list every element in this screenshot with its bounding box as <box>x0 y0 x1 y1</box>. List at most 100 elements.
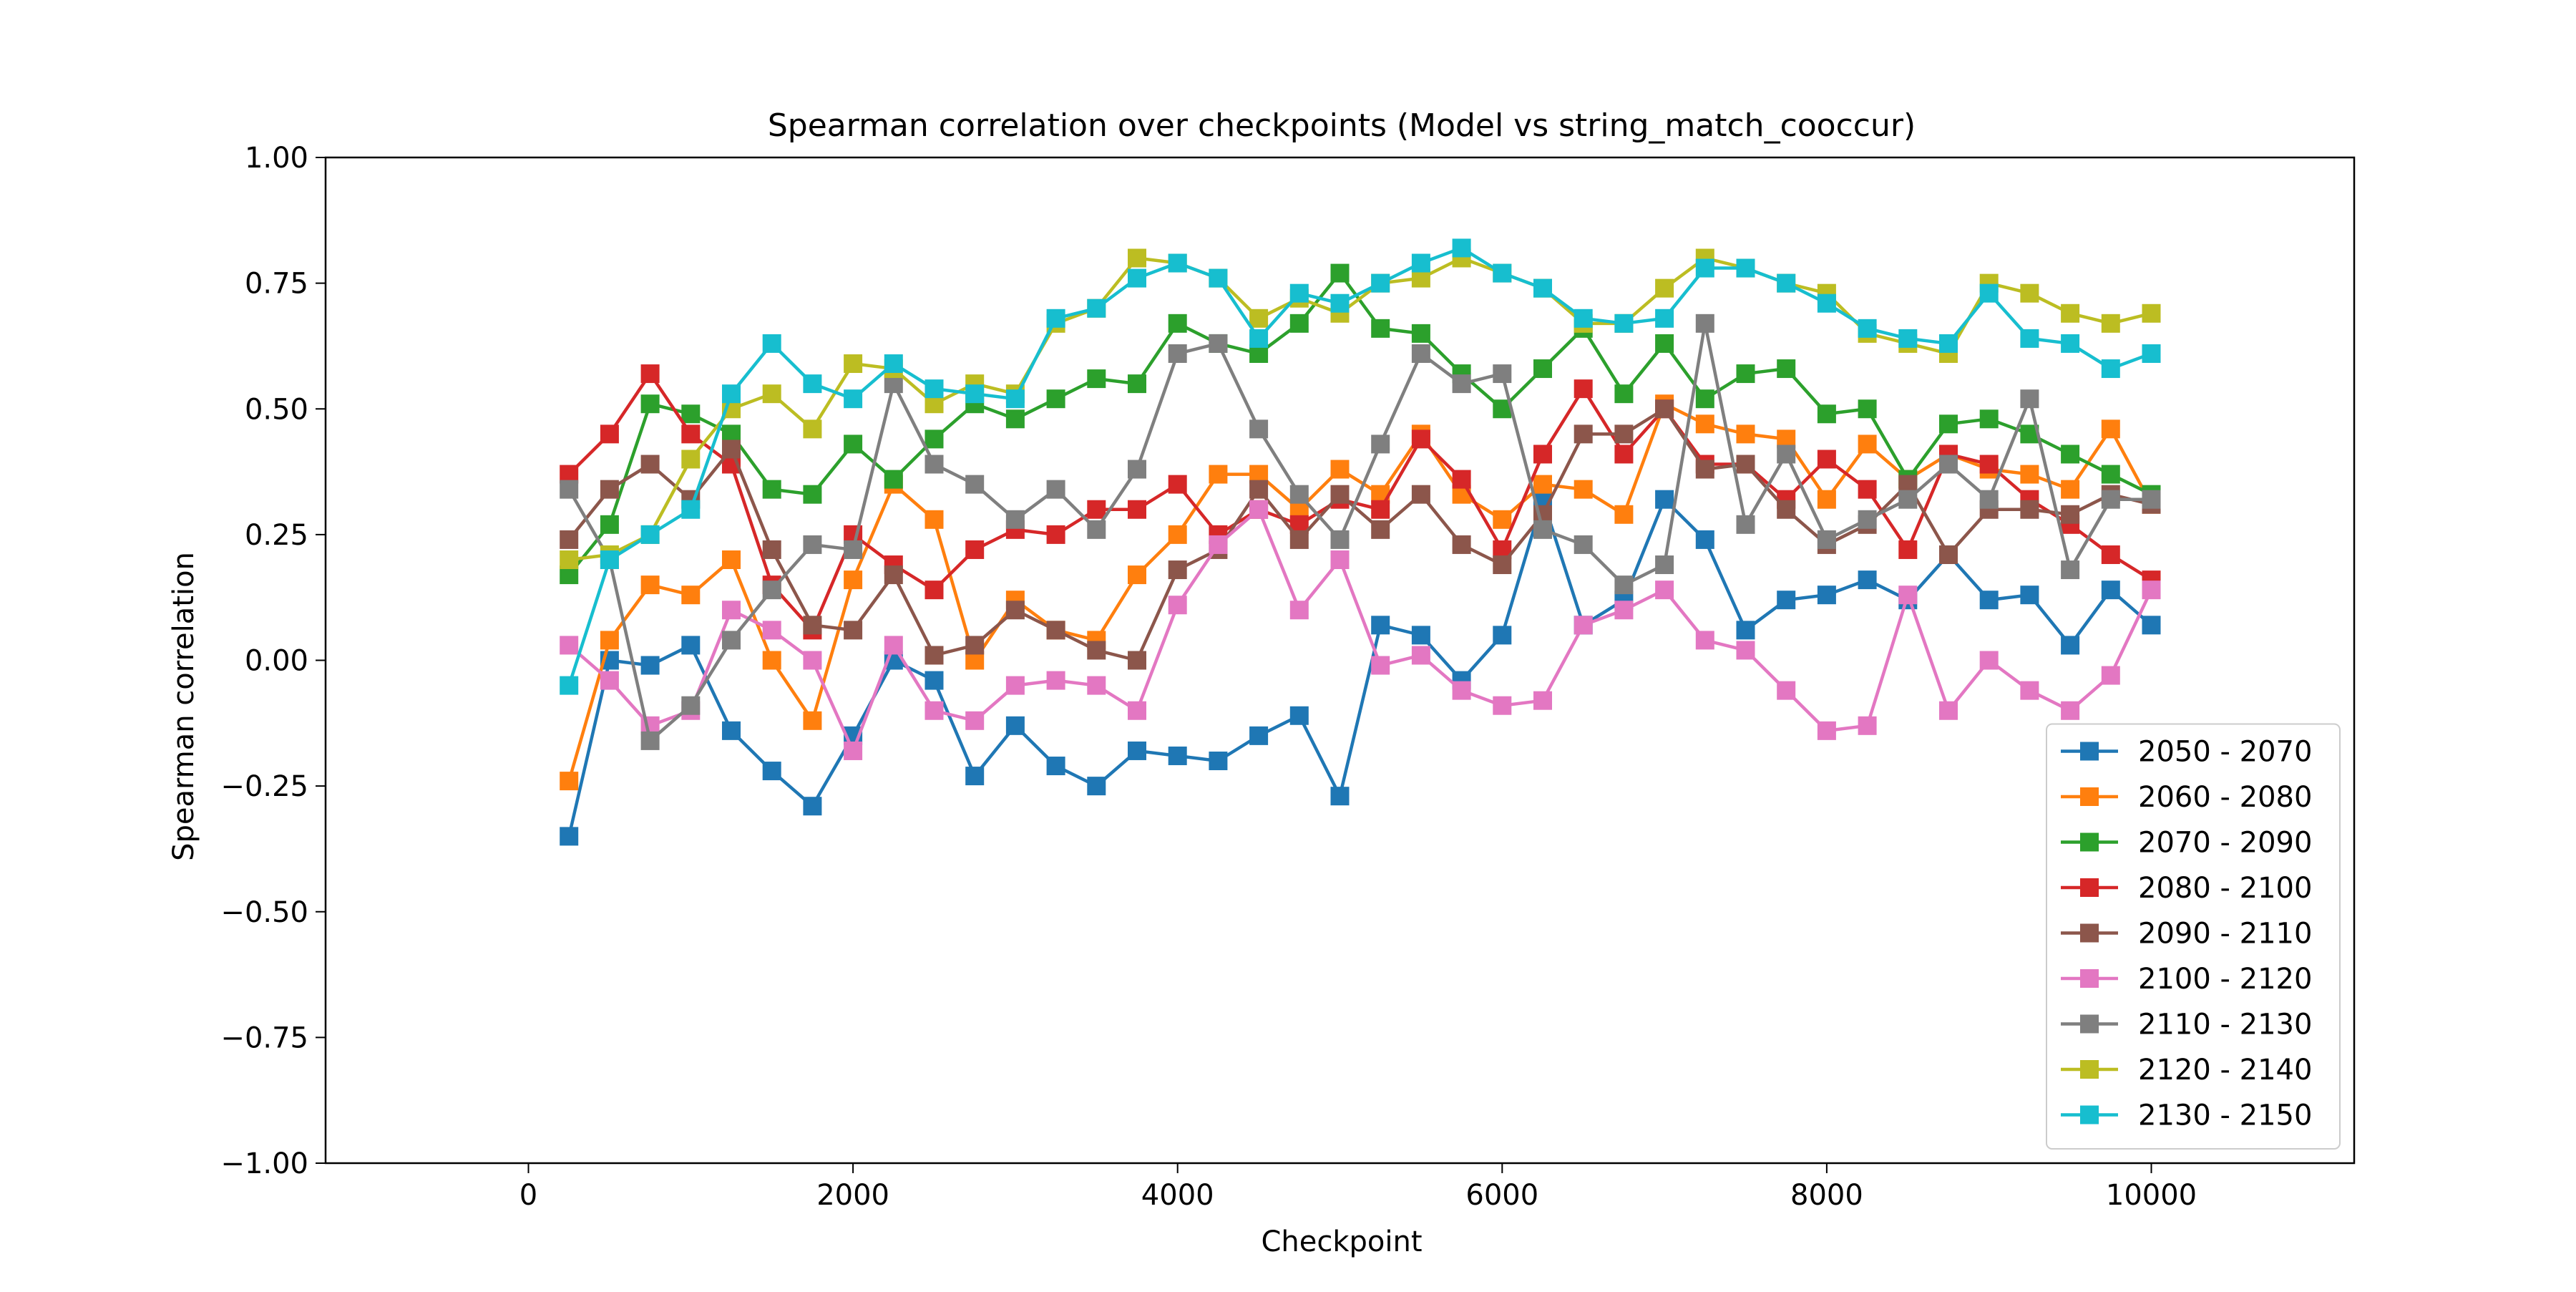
series-line <box>567 497 2152 837</box>
legend-item: 2110 - 2130 <box>2061 1009 2312 1041</box>
data-point <box>1087 777 1106 796</box>
data-point <box>1005 409 1025 429</box>
data-point <box>803 797 822 816</box>
data-point <box>1777 359 1796 379</box>
x-tick-label: 6000 <box>1465 1179 1538 1212</box>
data-point <box>1371 319 1390 338</box>
data-point <box>1087 369 1106 389</box>
data-point <box>560 550 579 569</box>
data-point <box>924 671 944 690</box>
data-point <box>1493 626 1512 645</box>
data-point <box>1777 500 1796 519</box>
data-point <box>762 334 781 353</box>
data-point <box>1777 591 1796 610</box>
series-line <box>567 402 2153 782</box>
data-point <box>681 586 701 605</box>
data-point <box>1614 384 1634 404</box>
data-point <box>2101 545 2120 564</box>
data-point <box>1898 586 1918 605</box>
data-point <box>1858 319 1877 338</box>
data-point <box>1695 530 1714 549</box>
data-point <box>1493 364 1512 384</box>
data-point <box>1087 500 1106 519</box>
series-2090-2110 <box>560 399 2161 670</box>
series-line <box>567 371 2152 632</box>
data-point <box>640 394 660 414</box>
data-point <box>1979 591 1999 610</box>
data-point <box>1168 746 1187 765</box>
data-point <box>1452 681 1471 700</box>
data-point <box>1979 455 1999 474</box>
data-point <box>1614 314 1634 333</box>
data-point <box>640 656 660 675</box>
data-point <box>2142 344 2161 363</box>
data-point <box>924 701 944 720</box>
data-point <box>884 636 903 655</box>
data-point <box>1695 460 1714 479</box>
data-point <box>1736 364 1755 384</box>
data-point <box>1005 389 1025 409</box>
data-point <box>1898 329 1918 348</box>
y-tick-label: 0.00 <box>245 645 308 678</box>
legend-item: 2070 - 2090 <box>2061 827 2312 860</box>
data-point <box>803 485 822 504</box>
data-point <box>1939 414 1958 434</box>
data-point <box>1128 268 1146 288</box>
data-point <box>1371 434 1390 454</box>
data-point <box>560 827 579 846</box>
data-point <box>560 480 579 499</box>
data-point <box>1574 424 1593 444</box>
data-point <box>1289 706 1309 725</box>
data-point <box>1411 646 1430 665</box>
data-point <box>2142 581 2161 600</box>
data-point <box>681 636 701 655</box>
data-point <box>1817 530 1836 549</box>
y-tick-label: 1.00 <box>245 142 308 175</box>
x-tick-label: 0 <box>519 1179 537 1212</box>
data-point <box>1533 475 1552 494</box>
data-point <box>1209 334 1228 353</box>
data-point <box>844 434 863 454</box>
data-point <box>1736 424 1755 444</box>
data-point <box>1574 309 1593 328</box>
data-point <box>600 515 619 534</box>
data-point <box>2020 586 2039 605</box>
data-point <box>1979 651 1999 670</box>
data-point <box>1939 545 1958 564</box>
data-point <box>1493 555 1512 575</box>
data-point <box>1817 293 1836 313</box>
data-point <box>600 424 619 444</box>
data-point <box>924 646 944 665</box>
data-point <box>681 450 701 469</box>
data-point <box>1249 419 1269 439</box>
data-point <box>1371 656 1390 675</box>
legend-label: 2110 - 2130 <box>2138 1009 2312 1041</box>
data-point <box>1777 445 1796 464</box>
data-point <box>2020 329 2039 348</box>
data-point <box>681 500 701 519</box>
data-point <box>2061 480 2080 499</box>
legend-marker <box>2080 787 2099 806</box>
legend-item: 2100 - 2120 <box>2061 963 2312 996</box>
data-point <box>1695 631 1714 650</box>
data-point <box>2061 701 2080 720</box>
data-point <box>681 404 701 424</box>
data-point <box>1330 550 1350 569</box>
data-point <box>1858 716 1877 735</box>
data-point <box>1371 520 1390 539</box>
data-point <box>924 510 944 529</box>
data-point <box>722 601 741 620</box>
data-point <box>1533 691 1552 710</box>
legend-label: 2060 - 2080 <box>2138 781 2312 814</box>
data-point <box>1533 278 1552 298</box>
data-point <box>681 424 701 444</box>
legend-marker <box>2080 1060 2099 1079</box>
data-point <box>2020 500 2039 519</box>
data-point <box>1128 374 1146 394</box>
y-tick-label: −1.00 <box>220 1147 308 1180</box>
data-point <box>2142 490 2161 509</box>
data-point <box>2101 465 2120 484</box>
data-point <box>2061 445 2080 464</box>
legend-label: 2090 - 2110 <box>2138 918 2312 951</box>
